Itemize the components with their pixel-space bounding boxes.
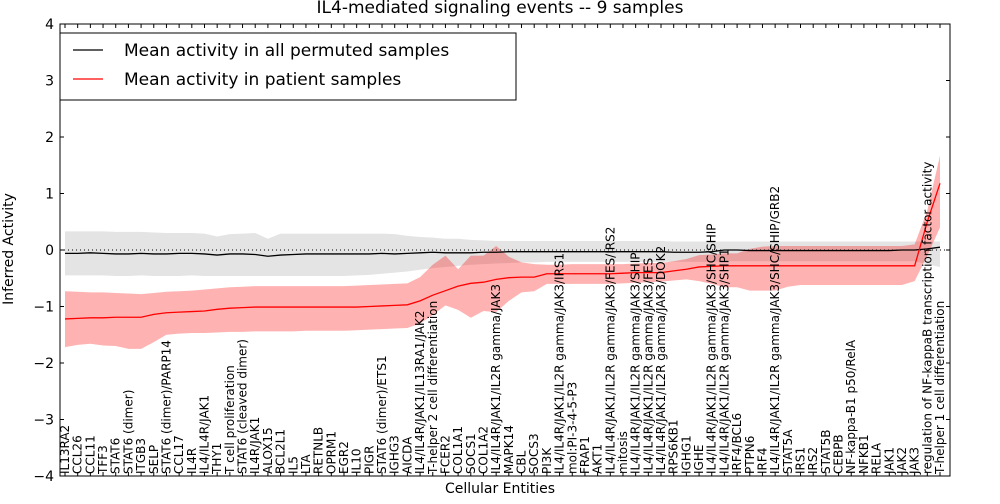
- y-tick-label: 4: [45, 17, 54, 33]
- legend-frame: [59, 32, 517, 101]
- legend-label-patient: Mean activity in patient samples: [124, 70, 401, 90]
- y-tick-label: 0: [45, 243, 54, 259]
- x-tick-label: T cell proliferation: [223, 365, 237, 475]
- x-tick-label: SOCS1: [464, 433, 478, 474]
- x-tick-label: CBL: [515, 450, 529, 474]
- band-permuted: [65, 231, 940, 276]
- x-axis-label: Cellular Entities: [445, 481, 555, 497]
- legend: Mean activity in all permuted samples Me…: [59, 32, 517, 101]
- x-tick-label: T-helper 1 cell differentiation: [933, 301, 947, 475]
- x-tick-label: AICDA: [400, 436, 414, 474]
- x-tick-label: IL4/IL4R/JAK1/IL2R gamma/JAK3/IRS1: [553, 253, 567, 474]
- x-tick-label: regulation of NF-kappaB transcription fa…: [920, 162, 934, 474]
- x-tick-label: IL4/IL4R/JAK1/IL13RA1/JAK2: [413, 310, 427, 474]
- x-tick-label: MAPK14: [502, 425, 516, 474]
- y-axis-label: Inferred Activity: [1, 193, 17, 305]
- x-tick-label: IL4R/JAK1: [248, 417, 262, 474]
- x-tick-label: EGR2: [337, 441, 351, 474]
- x-tick-label: RPS6KB1: [667, 419, 681, 474]
- y-tick-label: −2: [33, 356, 54, 372]
- x-tick-label: IL4/IL4R/JAK1/IL2R gamma/JAK3/SHIP: [629, 253, 643, 474]
- x-tick-label: IL4/IL4R/JAK1/IL2R gamma/JAK3/DOK2: [654, 246, 668, 474]
- x-tick-label: OPRM1: [324, 431, 338, 474]
- series-line-permuted: [65, 246, 941, 257]
- x-tick-label: CCL17: [172, 435, 186, 474]
- y-tick-label: 3: [45, 74, 54, 90]
- x-tick-label: IL10: [350, 449, 364, 475]
- y-tick-label: −3: [33, 413, 54, 429]
- x-tick-label: STAT5A: [781, 429, 795, 474]
- x-tick-label: STAT6 (dimer)/ETS1: [375, 355, 389, 474]
- x-tick-label: COL1A2: [476, 426, 490, 474]
- x-tick-label: CCL26: [71, 435, 85, 474]
- x-tick-label: RETNLB: [312, 427, 326, 474]
- y-tick-label: 1: [45, 187, 54, 203]
- y-tick-label: −1: [33, 300, 54, 316]
- x-tick-label: IRF4: [755, 448, 769, 474]
- x-tick-label: NF-kappa-B1 p50/RelA: [844, 339, 858, 474]
- x-tick-label: FCER2: [438, 435, 452, 474]
- x-tick-label: IL4R: [185, 448, 199, 474]
- x-tick-label: IL4/IL4R/JAK1/IL2R gamma/JAK3/SHC/SHIP: [705, 223, 719, 474]
- x-tick-label: NFKB1: [857, 434, 871, 474]
- x-tick-label: COL1A1: [451, 426, 465, 474]
- x-tick-label: TFF3: [96, 445, 110, 475]
- x-tick-label: IGHG3: [388, 435, 402, 474]
- x-tick-label: IL5: [286, 456, 300, 474]
- chart-title: IL4-mediated signaling events -- 9 sampl…: [317, 0, 684, 18]
- legend-label-permuted: Mean activity in all permuted samples: [124, 41, 449, 61]
- x-tick-label: STAT6 (cleaved dimer): [236, 339, 250, 474]
- x-tick-label: PTPN6: [743, 436, 757, 474]
- series-line-patient: [64, 183, 941, 320]
- x-tick-label: AKT1: [591, 444, 605, 474]
- x-tick-label: RELA: [870, 442, 884, 474]
- x-tick-label: STAT6 (dimer): [121, 390, 135, 474]
- x-tick-label: SELP: [147, 445, 161, 474]
- x-tick-label: IL4/IL4R/JAK1/IL2R gamma/JAK3/FES: [641, 258, 655, 474]
- x-tick-label: IRS2: [806, 447, 820, 474]
- y-tick-label: 2: [45, 130, 54, 146]
- x-tick-label: THY1: [210, 443, 224, 475]
- x-tick-label: IL4/IL4R/JAK1: [197, 395, 211, 474]
- x-tick-label: IL4/IL4R/JAK1/IL2R gamma/JAK3: [489, 284, 503, 474]
- x-tick-label: IL13RA2: [58, 425, 72, 474]
- x-tick-label: IRF4/BCL6: [730, 413, 744, 474]
- x-tick-label: ALOX15: [261, 427, 275, 474]
- x-tick-label: STAT6: [109, 438, 123, 474]
- x-tick-label: STAT5B: [819, 430, 833, 475]
- x-tick-label: PI3K: [540, 447, 554, 474]
- x-tick-label: CCL11: [83, 435, 97, 474]
- x-tick-label: IL4/IL4R/JAK1/IL2R gamma/JAK3/SHP1: [717, 248, 731, 474]
- x-tick-label: T-helper 2 cell differentiation: [426, 301, 440, 475]
- x-tick-label: ITGB3: [134, 438, 148, 474]
- x-tick-label: IL4/IL4R/JAK1/IL2R gamma/JAK3/SHC/SHIP/G…: [768, 186, 782, 474]
- x-tick-label: BCL2L1: [274, 429, 288, 474]
- x-tick-label: JAK3: [908, 447, 922, 475]
- x-tick-label: mol:PI-3-4-5-P3: [565, 382, 579, 474]
- x-tick-label: IRS1: [794, 447, 808, 474]
- x-tick-label: IL4/IL4R/JAK1/IL2R gamma/JAK3/FES/IRS2: [603, 227, 617, 474]
- x-tick-label: mitosis: [616, 431, 630, 474]
- x-tick-label: JAK2: [895, 447, 909, 475]
- x-tick-label: PIGR: [362, 446, 376, 474]
- y-tick-label: −4: [33, 469, 54, 485]
- x-tick-label: IGHE: [692, 445, 706, 474]
- x-tick-label: SOCS3: [527, 433, 541, 474]
- x-tick-label: IGHG1: [679, 435, 693, 474]
- x-tick-label: FRAP1: [578, 436, 592, 474]
- x-tick-label: CEBPB: [832, 434, 846, 474]
- x-tick-label: LTA: [299, 454, 313, 474]
- x-tick-label: JAK1: [882, 447, 896, 475]
- x-tick-label: STAT6 (dimer)/PARP14: [159, 340, 173, 474]
